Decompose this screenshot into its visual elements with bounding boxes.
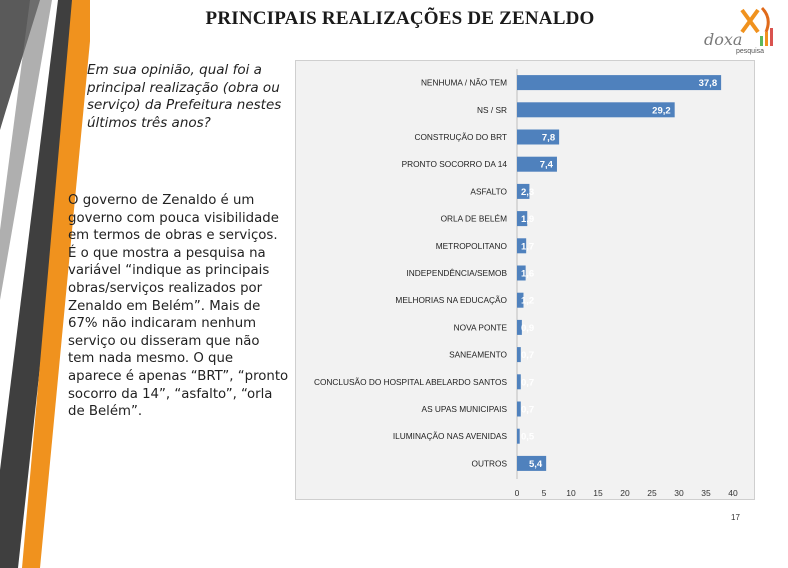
data-label: 0,7 [521, 405, 534, 416]
page-title: PRINCIPAIS REALIZAÇÕES DE ZENALDO [205, 8, 595, 29]
doxa-logo-icon [740, 6, 773, 46]
category-label: ORLA DE BELÉM [441, 214, 507, 224]
bar [517, 401, 521, 417]
page-number: 17 [731, 513, 740, 522]
data-label: 7,4 [540, 160, 554, 171]
data-label: 1,2 [521, 296, 534, 307]
bar [517, 238, 527, 254]
x-tick-label: 20 [620, 488, 630, 498]
data-label: 0,7 [521, 377, 534, 388]
bar [517, 156, 557, 172]
data-label: 1,6 [521, 269, 534, 280]
data-label: 1,7 [521, 241, 534, 252]
category-label: PRONTO SOCORRO DA 14 [402, 159, 508, 169]
category-label: MELHORIAS NA EDUCAÇÃO [395, 295, 507, 305]
bar [517, 102, 675, 118]
category-label: INDEPENDÊNCIA/SEMOB [406, 268, 507, 278]
bar [517, 183, 530, 199]
category-label: NENHUMA / NÃO TEM [421, 78, 507, 88]
data-label: 1,9 [521, 214, 534, 225]
data-label: 29,2 [652, 105, 671, 116]
bar [517, 428, 520, 444]
category-label: METROPOLITANO [436, 241, 508, 251]
x-tick-label: 10 [566, 488, 576, 498]
x-tick-label: 5 [542, 488, 547, 498]
bar [517, 292, 524, 308]
category-label: ASFALTO [470, 186, 507, 196]
bar-chart-svg: NENHUMA / NÃO TEM 37,8 NS / SR 29,2 CONSTRUÇ… [314, 69, 738, 498]
bar [517, 319, 522, 335]
category-label: CONCLUSÃO DO HOSPITAL ABELARDO SANTOS [314, 377, 507, 387]
x-tick-label: 35 [701, 488, 711, 498]
data-label: 0,7 [521, 350, 534, 361]
data-label: 0,5 [521, 432, 535, 443]
bar [517, 265, 526, 281]
data-label: 5,4 [529, 459, 543, 470]
category-label: NS / SR [477, 105, 507, 115]
x-tick-label: 25 [647, 488, 657, 498]
survey-question: Em sua opinião, qual foi a principal rea… [87, 62, 282, 131]
bar [517, 211, 528, 227]
category-label: OUTROS [472, 458, 508, 468]
data-label: 7,8 [542, 133, 555, 144]
logo-subtext: pesquisa [736, 48, 765, 55]
bar [517, 129, 560, 145]
bar [517, 374, 521, 390]
data-label: 37,8 [699, 78, 718, 89]
x-tick-label: 30 [674, 488, 684, 498]
x-tick-label: 15 [593, 488, 603, 498]
category-label: CONSTRUÇÃO DO BRT [414, 132, 507, 142]
decorative-stripes [0, 0, 90, 568]
logo-text: doxa [704, 30, 743, 49]
data-label: 0,9 [521, 323, 534, 334]
x-tick-label: 40 [728, 488, 738, 498]
bar [517, 455, 547, 471]
category-label: AS UPAS MUNICIPAIS [422, 404, 508, 414]
category-label: ILUMINAÇÃO NAS AVENIDAS [393, 431, 508, 441]
x-tick-label: 0 [515, 488, 520, 498]
analysis-text: O governo de Zenaldo é um governo com po… [68, 193, 289, 420]
bar-chart: NENHUMA / NÃO TEM 37,8 NS / SR 29,2 CONSTRUÇ… [295, 60, 755, 500]
category-label: NOVA PONTE [454, 322, 508, 332]
bar [517, 347, 521, 363]
category-label: SANEAMENTO [449, 350, 507, 360]
bar [517, 75, 722, 91]
data-label: 2,3 [521, 187, 534, 198]
